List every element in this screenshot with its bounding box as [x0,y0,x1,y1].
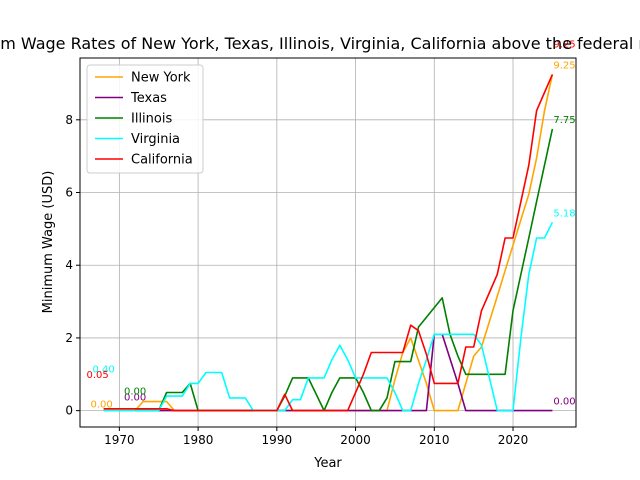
legend-label-illinois: Illinois [131,112,172,127]
start-label-illinois: 0.00 [124,387,146,398]
x-tick-label: 1990 [262,433,293,447]
start-label-california: 0.05 [86,370,108,381]
x-tick-label: 2020 [498,433,529,447]
legend-label-new-york: New York [131,71,191,86]
point-labels: 0.009.250.00 0.000.007.750.405.180.059.25 [86,39,575,410]
end-label-illinois: 7.75 [553,115,575,126]
series-line-california [103,74,554,412]
legend: New York Texas Illinois Virginia California [86,64,204,174]
legend-box [86,64,204,174]
y-tick-label: 6 [65,186,73,200]
y-tick-label: 4 [65,258,73,272]
start-label-texas: 0.00 [124,393,146,404]
x-tick-label: 1980 [183,433,214,447]
series-lines [103,74,554,412]
y-tick-label: 2 [65,331,73,345]
x-tick-label: 1970 [104,433,135,447]
series-line-virginia [103,221,554,412]
legend-label-virginia: Virginia [131,132,180,147]
plot-frame [79,57,577,428]
end-label-virginia: 5.18 [553,208,575,219]
series-line-texas [135,333,553,412]
y-tick-label: 8 [65,113,73,127]
legend-label-texas: Texas [130,91,167,106]
x-tick-label: 2000 [340,433,371,447]
start-label-new-york: 0.00 [90,400,112,411]
axis-ticks: 1970 1980 1990 2000 2010 2020 0 2 4 6 8 [65,113,528,447]
y-tick-label: 0 [65,404,73,418]
end-label-california: 9.25 [553,39,575,50]
x-axis-label: Year [313,456,342,471]
end-label-new-york: 9.25 [553,60,575,71]
x-tick-label: 2010 [419,433,450,447]
start-label-virginia: 0.40 [92,365,114,376]
y-axis-label: Minimum Wage (USD) [41,171,56,314]
chart-title: Minimum Wage Rates of New York, Texas, I… [0,34,640,53]
end-label-texas: 0.00 [553,397,575,408]
legend-label-california: California [131,153,193,168]
